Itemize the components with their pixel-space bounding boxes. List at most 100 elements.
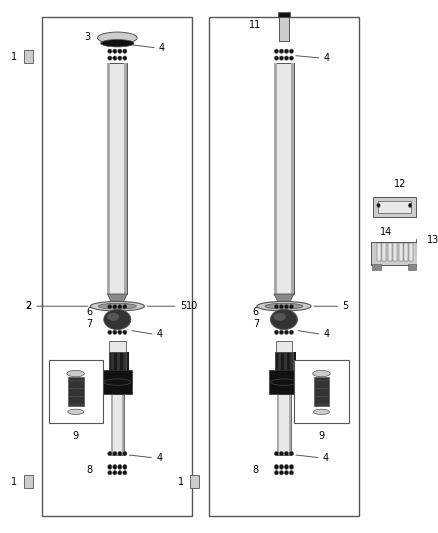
Text: 3: 3 xyxy=(84,32,90,42)
Ellipse shape xyxy=(257,302,311,311)
Bar xyxy=(276,341,292,354)
Bar xyxy=(126,352,129,391)
Ellipse shape xyxy=(113,330,117,334)
Ellipse shape xyxy=(107,313,120,321)
Text: 11: 11 xyxy=(249,20,261,30)
Text: 4: 4 xyxy=(157,329,163,340)
Ellipse shape xyxy=(290,305,293,309)
Bar xyxy=(399,243,403,261)
Ellipse shape xyxy=(118,451,122,456)
Bar xyxy=(120,352,123,391)
Ellipse shape xyxy=(279,330,283,334)
Bar xyxy=(24,475,33,488)
Text: 6: 6 xyxy=(86,306,92,317)
Ellipse shape xyxy=(274,313,286,321)
Ellipse shape xyxy=(108,305,112,309)
Text: 2: 2 xyxy=(26,301,32,311)
Ellipse shape xyxy=(290,465,293,470)
Text: 14: 14 xyxy=(380,227,392,237)
Text: 1: 1 xyxy=(178,477,184,487)
Text: 13: 13 xyxy=(427,235,438,245)
Bar xyxy=(276,352,292,354)
Text: 9: 9 xyxy=(318,431,325,441)
Bar xyxy=(289,394,291,455)
Text: 6: 6 xyxy=(253,306,259,317)
Bar xyxy=(274,63,294,294)
Ellipse shape xyxy=(279,465,283,470)
Ellipse shape xyxy=(123,49,127,53)
Ellipse shape xyxy=(108,56,112,60)
Bar xyxy=(111,394,124,455)
Text: 12: 12 xyxy=(394,180,407,189)
Text: 4: 4 xyxy=(324,329,330,340)
Bar xyxy=(291,63,294,294)
Bar xyxy=(117,352,120,391)
Ellipse shape xyxy=(123,471,127,475)
Ellipse shape xyxy=(118,330,122,334)
Bar xyxy=(110,352,125,354)
Bar xyxy=(276,352,278,354)
Bar xyxy=(109,352,126,391)
Ellipse shape xyxy=(123,56,127,60)
Ellipse shape xyxy=(279,471,283,475)
Ellipse shape xyxy=(279,56,283,60)
Ellipse shape xyxy=(104,309,131,329)
Ellipse shape xyxy=(279,305,283,309)
Text: 2: 2 xyxy=(26,301,32,311)
Ellipse shape xyxy=(274,471,279,475)
Ellipse shape xyxy=(274,465,279,470)
Ellipse shape xyxy=(290,451,293,456)
Bar xyxy=(123,352,126,391)
Text: 7: 7 xyxy=(253,319,259,329)
Bar xyxy=(24,50,33,63)
Bar xyxy=(107,63,127,294)
Bar xyxy=(290,352,293,391)
Bar xyxy=(293,352,296,391)
Text: 1: 1 xyxy=(11,52,18,61)
Bar xyxy=(287,352,290,391)
Bar xyxy=(404,243,408,261)
Text: 9: 9 xyxy=(73,431,79,441)
Bar xyxy=(114,352,117,391)
Ellipse shape xyxy=(290,56,293,60)
Ellipse shape xyxy=(118,49,122,53)
Bar xyxy=(377,243,381,261)
Ellipse shape xyxy=(123,330,127,334)
Ellipse shape xyxy=(377,203,380,207)
Text: 10: 10 xyxy=(186,301,198,311)
Bar xyxy=(410,243,413,261)
Ellipse shape xyxy=(284,305,289,309)
Text: 8: 8 xyxy=(253,465,259,474)
Bar xyxy=(393,243,397,261)
Text: 5: 5 xyxy=(180,301,186,311)
Text: 4: 4 xyxy=(324,53,330,63)
Ellipse shape xyxy=(108,49,112,53)
Bar xyxy=(110,352,112,354)
Ellipse shape xyxy=(108,451,112,456)
Ellipse shape xyxy=(113,465,117,470)
Bar xyxy=(111,394,113,455)
Ellipse shape xyxy=(67,370,85,377)
Ellipse shape xyxy=(108,471,112,475)
Ellipse shape xyxy=(123,465,127,470)
Ellipse shape xyxy=(314,409,329,415)
Ellipse shape xyxy=(290,471,293,475)
Ellipse shape xyxy=(113,56,117,60)
Ellipse shape xyxy=(101,39,134,47)
Ellipse shape xyxy=(99,303,136,309)
Bar xyxy=(124,63,127,294)
Text: 4: 4 xyxy=(156,453,162,463)
Ellipse shape xyxy=(290,330,293,334)
Text: 8: 8 xyxy=(86,465,92,474)
Ellipse shape xyxy=(118,56,122,60)
Bar xyxy=(209,17,359,516)
Ellipse shape xyxy=(118,305,122,309)
Bar xyxy=(371,242,417,265)
Ellipse shape xyxy=(284,451,289,456)
Ellipse shape xyxy=(98,32,137,44)
Ellipse shape xyxy=(68,409,84,415)
Ellipse shape xyxy=(274,451,279,456)
Text: 7: 7 xyxy=(86,319,92,329)
Text: 1: 1 xyxy=(11,477,18,487)
Ellipse shape xyxy=(284,465,289,470)
